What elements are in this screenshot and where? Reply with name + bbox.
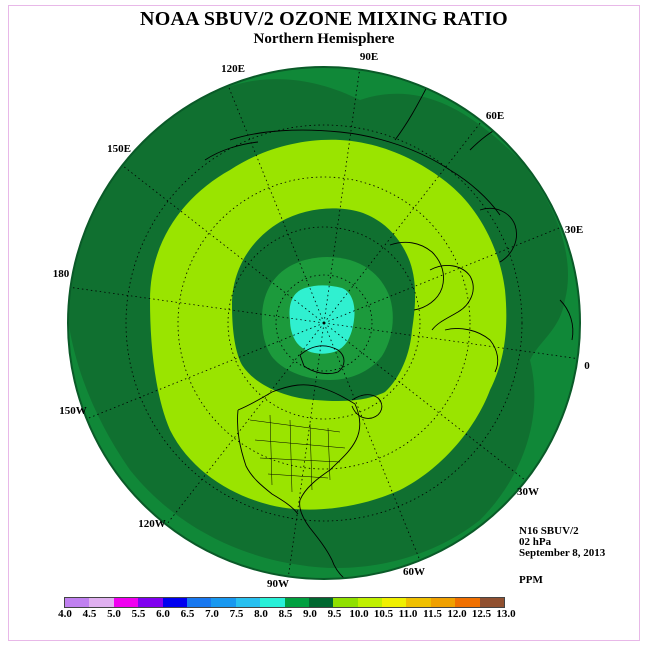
color-scale-segment: [430, 598, 456, 607]
color-scale-tick-label: 8.5: [278, 608, 293, 620]
color-scale-tick-label: 11.0: [398, 608, 418, 620]
color-scale-tick-label: 6.5: [180, 608, 195, 620]
color-scale-segment: [113, 598, 139, 607]
lat-lon-graticule: [70, 69, 578, 577]
color-scale-segment: [186, 598, 212, 607]
color-scale-segment: [479, 598, 505, 607]
color-scale-tick-label: 12.5: [471, 608, 492, 620]
longitude-label-180: 180: [52, 268, 70, 280]
color-scale-segment: [284, 598, 309, 607]
color-scale-tick-label: 6.0: [156, 608, 170, 620]
figure-border: [8, 5, 640, 641]
color-scale-segment: [333, 598, 358, 607]
color-scale-tick-label: 7.0: [205, 608, 219, 620]
map-title: NOAA SBUV/2 OZONE MIXING RATIO: [140, 8, 508, 30]
color-scale-tick-label: 10.5: [373, 608, 394, 620]
color-scale-tick-label: 4.0: [58, 608, 72, 620]
color-scale-segment: [89, 598, 114, 607]
color-scale-tick-label: 10.0: [349, 608, 369, 620]
color-scale-segment: [260, 598, 285, 607]
color-scale-segment: [382, 598, 407, 607]
longitude-label-60e: 60E: [485, 110, 505, 122]
us-state-boundaries: [249, 414, 346, 493]
longitude-label-120w: 120W: [138, 518, 166, 530]
color-scale-bar: [64, 597, 506, 608]
longitude-label-30w: 30W: [517, 486, 539, 498]
color-scale-segment: [235, 598, 261, 607]
color-scale-segment: [138, 598, 163, 607]
longitude-label-0: 0: [584, 360, 590, 372]
color-scale-segment: [455, 598, 480, 607]
longitude-label-120e: 120E: [221, 63, 245, 75]
map-subtitle: Northern Hemisphere: [253, 31, 395, 47]
continent-coastlines: [204, 84, 574, 579]
color-scale-tick-label: 11.5: [423, 608, 442, 620]
longitude-label-150w: 150W: [59, 405, 87, 417]
ozone-contour-fill: [68, 67, 580, 579]
color-scale-tick-label: 8.0: [254, 608, 268, 620]
color-scale-tick-label: 9.0: [303, 608, 317, 620]
color-scale-tick-label: 13.0: [496, 608, 516, 620]
longitude-label-90e: 90E: [359, 51, 379, 63]
map-boundary-circle: [67, 66, 581, 580]
instrument-label: N16 SBUV/2: [519, 525, 579, 537]
color-scale-tick-label: 7.5: [229, 608, 244, 620]
color-scale-tick-label: 12.0: [447, 608, 467, 620]
color-scale-tick-label: 5.5: [131, 608, 146, 620]
dataset-info: N16 SBUV/2 02 hPa September 8, 2013: [519, 526, 605, 559]
color-scale-tick-label: 4.5: [82, 608, 97, 620]
color-scale-segment: [308, 598, 334, 607]
longitude-label-60w: 60W: [403, 566, 425, 578]
color-scale-tick-label: 9.5: [327, 608, 342, 620]
color-scale-tick-label: 5.0: [107, 608, 121, 620]
longitude-label-150e: 150E: [107, 143, 131, 155]
pressure-level-label: 02 hPa: [519, 536, 552, 548]
ozone-band-7-5-core: [289, 285, 355, 354]
color-scale-segment: [406, 598, 431, 607]
longitude-label-30e: 30E: [564, 224, 584, 236]
date-label: September 8, 2013: [519, 547, 606, 559]
longitude-label-90w: 90W: [267, 578, 289, 590]
color-scale-segment: [357, 598, 383, 607]
units-label: PPM: [519, 574, 543, 586]
color-scale-segment: [65, 598, 90, 607]
color-scale-segment: [162, 598, 187, 607]
color-scale-segment: [211, 598, 236, 607]
